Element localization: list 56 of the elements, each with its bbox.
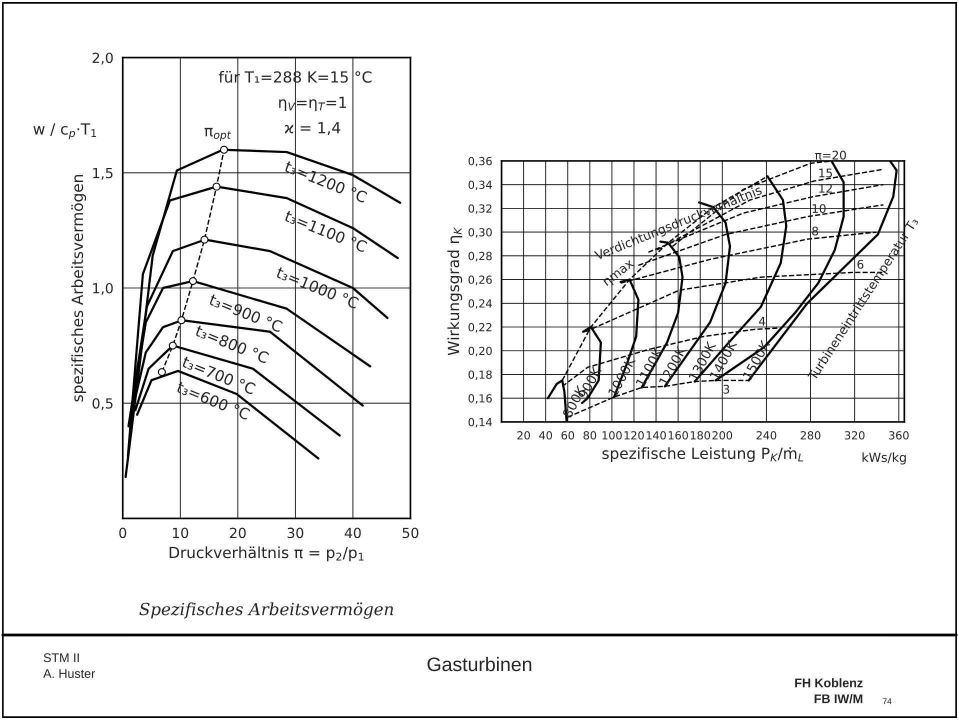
x-axis-title: spezifische Leistung P$_{K}$/ṁ$_{L}$ xyxy=(602,447,804,462)
x-tick-label: 320 xyxy=(844,431,865,440)
series-label: π=20 xyxy=(815,150,846,160)
series-label: 4 xyxy=(759,316,766,326)
x-tick-label: 140 xyxy=(646,431,666,440)
x-tick-label: 0 xyxy=(119,528,126,538)
x-axis-title: Druckverhältnis π = p$_{2}$/p$_{1}$ xyxy=(170,546,364,562)
annotation: ϰ = 1,4 xyxy=(284,122,340,136)
y-tick-label: 0,26 xyxy=(468,276,492,286)
y-tick-label: 0,5 xyxy=(92,398,113,410)
x-tick-label: 60 xyxy=(561,431,574,440)
y-tick-label: 0,20 xyxy=(468,346,492,356)
x-tick-label: 120 xyxy=(624,431,644,440)
x-tick-label: 180 xyxy=(690,431,710,440)
x-tick-label: 10 xyxy=(172,528,188,538)
x-tick-label: 280 xyxy=(800,431,820,440)
x-tick-label: 30 xyxy=(288,528,304,538)
x-tick-label: 20 xyxy=(230,528,246,538)
text: Spezifisches Arbeitsvermögen xyxy=(139,602,394,619)
x-tick-label: 80 xyxy=(584,431,596,440)
y-tick-label: 0,18 xyxy=(468,370,492,380)
y-tick-label: 2,0 xyxy=(92,52,113,64)
text: 74 xyxy=(882,698,892,704)
x-tick-label: 50 xyxy=(402,528,418,538)
y-tick-label: 1,0 xyxy=(93,282,113,295)
y-tick-label: 0,36 xyxy=(468,156,492,166)
text: kWs/kg xyxy=(862,452,906,465)
y-tick-label: 0,24 xyxy=(468,299,492,309)
x-tick-label: 160 xyxy=(668,431,688,440)
series-label: 12 xyxy=(819,184,832,193)
x-tick-label: 360 xyxy=(889,431,909,440)
y-tick-label: 1,5 xyxy=(93,168,113,180)
y-axis-title: Wirkungsgrad η$_{K}$ xyxy=(447,226,462,356)
y-axis-title: spezifisches Arbeitsvermögen xyxy=(71,174,86,402)
series-label: 3 xyxy=(723,384,730,394)
text: STM II xyxy=(44,653,79,662)
y-tick-label: 0,28 xyxy=(468,252,492,262)
x-tick-label: 40 xyxy=(539,431,552,440)
x-tick-label: 240 xyxy=(756,431,776,440)
y-tick-label: 0,30 xyxy=(468,228,492,238)
text: A. Huster xyxy=(43,669,96,678)
y-tick-label: 0,32 xyxy=(468,204,492,214)
text: Gasturbinen xyxy=(428,656,532,672)
y-tick-label: 0,14 xyxy=(468,418,492,428)
y-tick-label: 0,22 xyxy=(468,322,492,333)
text: w / c$_{p}$·T$_{1}$ xyxy=(33,123,96,140)
x-tick-label: 100 xyxy=(602,431,622,440)
text: FB IW/M xyxy=(814,694,862,704)
text: FH Koblenz xyxy=(795,678,863,688)
y-tick-label: 0,16 xyxy=(468,394,492,404)
y-tick-label: 0,34 xyxy=(468,180,492,190)
x-tick-label: 200 xyxy=(712,431,732,440)
series-label: 15 xyxy=(819,168,832,178)
x-tick-label: 20 xyxy=(517,431,530,440)
annotation: π$_{opt}$ xyxy=(204,128,232,141)
x-tick-label: 40 xyxy=(344,528,361,538)
